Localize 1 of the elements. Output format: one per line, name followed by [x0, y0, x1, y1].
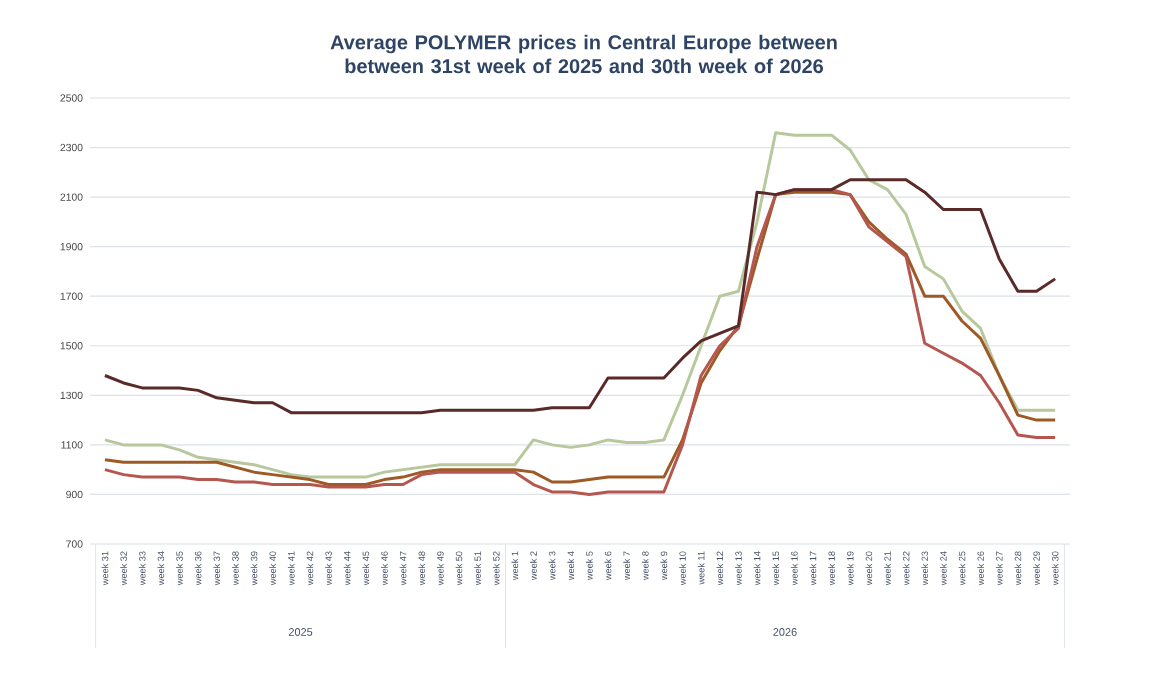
- chart-title: Average POLYMER prices in Central Europe between between 31st week of 2025 and 30th week of 2026: [330, 34, 837, 74]
